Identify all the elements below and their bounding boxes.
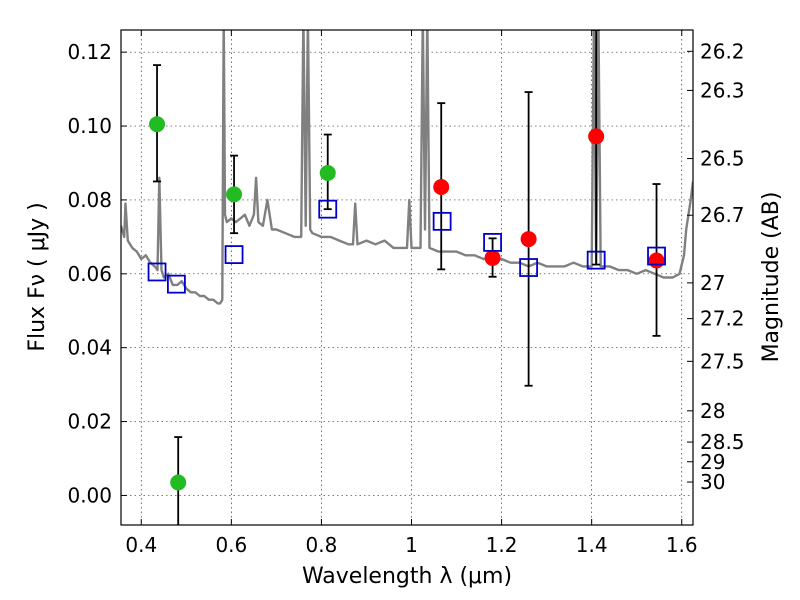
- x-tick-label: 1.6: [666, 533, 698, 557]
- mag-tick-label: 26.3: [700, 78, 745, 102]
- y-tick-label: 0.06: [67, 262, 112, 286]
- x-tick-label: 0.4: [125, 533, 157, 557]
- x-tick-label: 0.8: [306, 533, 338, 557]
- mag-tick-label: 28.5: [700, 430, 745, 454]
- y-tick-label: 0.12: [67, 40, 112, 64]
- x-axis-label: Wavelength λ (μm): [302, 564, 512, 589]
- y-tick-label: 0.00: [67, 483, 112, 507]
- optical-flux-point: [170, 474, 187, 491]
- model-flux-marker: [147, 262, 167, 282]
- y-axis-label: Flux Fν ( μJy ): [25, 202, 50, 351]
- mag-tick-label: 30: [700, 470, 725, 494]
- model-flux-marker: [647, 246, 666, 266]
- optical-flux-point: [319, 164, 336, 181]
- y-tick-label: 0.08: [67, 188, 112, 212]
- optical-flux-point: [149, 116, 166, 133]
- model-flux-marker: [586, 250, 606, 270]
- model-flux-marker: [166, 274, 186, 294]
- nir-flux-point: [484, 249, 501, 266]
- nir-flux-point: [433, 178, 450, 195]
- marker-layer: [147, 116, 666, 491]
- axis-layer: 0.4 0.6 0.8 1 1.2 1.4 1.6 0.00 0.02 0.04 0.06 0.08 0…: [67, 30, 745, 557]
- x-tick-label: 0.6: [215, 533, 247, 557]
- model-flux-marker: [519, 258, 539, 277]
- nir-flux-point: [648, 252, 665, 269]
- y-tick-label: 0.02: [67, 410, 112, 434]
- mag-tick-label: 27: [700, 271, 725, 295]
- model-flux-marker: [483, 233, 502, 252]
- x-tick-label: 1: [405, 533, 418, 557]
- mag-tick-label: 26.5: [700, 147, 745, 171]
- y-tick-label: 0.04: [67, 336, 112, 360]
- model-flux-marker: [318, 199, 338, 219]
- plot-frame: [120, 29, 694, 526]
- y-tick-label: 0.10: [67, 114, 112, 138]
- errorbar-layer: [153, 30, 661, 525]
- sed-layer: [121, 30, 693, 305]
- nir-flux-point: [588, 128, 605, 145]
- mag-tick-label: 29: [700, 450, 725, 474]
- grid-layer: [121, 30, 693, 525]
- model-flux-marker: [432, 211, 452, 231]
- mag-tick-label: 27.5: [700, 349, 745, 373]
- sed-model-line: [121, 30, 693, 305]
- mag-tick-label: 26.2: [700, 39, 745, 63]
- mag-tick-label: 27.2: [700, 307, 745, 331]
- mag-tick-label: 26.7: [700, 203, 745, 227]
- x-tick-label: 1.2: [486, 533, 518, 557]
- model-flux-marker: [224, 245, 244, 264]
- nir-flux-point: [520, 231, 537, 248]
- y2-axis-label: Magnitude (AB): [759, 192, 784, 363]
- mag-tick-label: 28: [700, 399, 725, 423]
- x-tick-label: 1.4: [576, 533, 608, 557]
- optical-flux-point: [226, 186, 243, 203]
